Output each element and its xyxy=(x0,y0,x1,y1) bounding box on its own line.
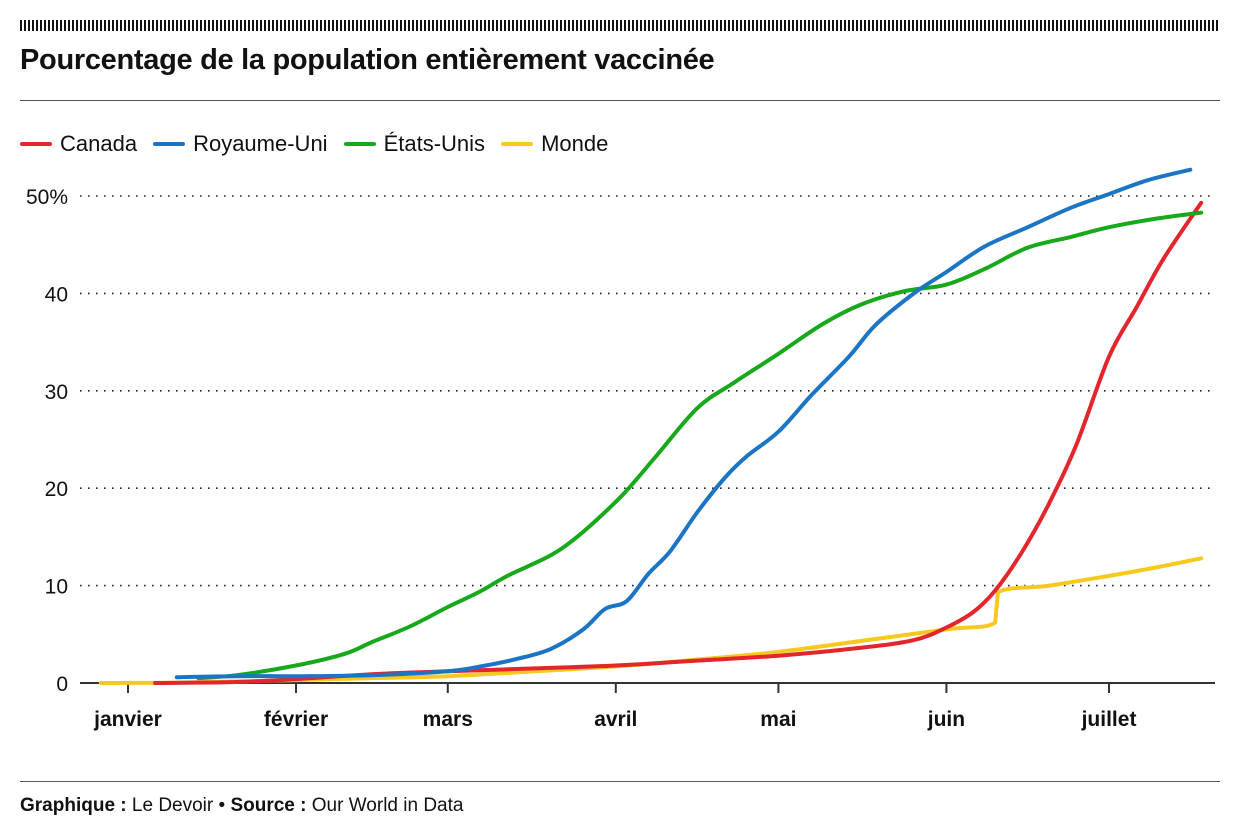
series-line-royaume-uni xyxy=(174,167,1193,680)
decorative-top-bars xyxy=(20,20,1220,31)
y-tick-label-30: 30 xyxy=(45,381,68,404)
footer-divider xyxy=(20,781,1220,782)
legend-item-royaume-uni: Royaume-Uni xyxy=(153,131,328,157)
legend-swatch-monde xyxy=(501,142,534,146)
footer-credits: Graphique : Le Devoir • Source : Our Wor… xyxy=(20,795,463,817)
x-tick-label-janvier: janvier xyxy=(93,708,162,731)
legend-label-canada: Canada xyxy=(60,131,138,156)
x-tick-label-février: février xyxy=(264,708,328,731)
series-line-etats-unis xyxy=(196,210,1204,681)
source-value: Our World in Data xyxy=(311,795,464,816)
chart-title: Pourcentage de la population entièrement… xyxy=(20,44,715,76)
legend-swatch-royaume-uni xyxy=(153,142,186,146)
legend: Canada Royaume-Uni États-Unis Monde xyxy=(20,131,608,157)
legend-item-monde: Monde xyxy=(501,131,608,157)
legend-label-etats-unis: États-Unis xyxy=(383,131,486,156)
credit-separator: • xyxy=(218,795,226,816)
y-tick-label-0: 0 xyxy=(56,673,68,696)
x-tick-label-juin: juin xyxy=(927,708,965,731)
legend-item-etats-unis: États-Unis xyxy=(343,131,486,157)
y-tick-label-10: 10 xyxy=(45,576,68,599)
y-tick-label-50: 50% xyxy=(26,186,68,209)
legend-swatch-etats-unis xyxy=(343,142,376,146)
y-axis-ticks: 0 10 20 30 40 50% xyxy=(26,186,68,696)
title-divider xyxy=(20,100,1220,101)
source-label: Source : xyxy=(230,795,307,816)
legend-item-canada: Canada xyxy=(20,131,137,157)
x-tick-label-avril: avril xyxy=(594,708,637,731)
series-lines xyxy=(98,167,1204,685)
gridlines xyxy=(80,195,1212,587)
credit-value: Le Devoir xyxy=(131,795,214,816)
x-axis: janvier février mars avril mai juin juillet xyxy=(80,682,1215,731)
x-tick-label-juillet: juillet xyxy=(1081,708,1137,731)
legend-label-monde: Monde xyxy=(541,131,609,156)
x-tick-label-mai: mai xyxy=(760,708,796,731)
legend-swatch-canada xyxy=(20,142,52,146)
y-tick-label-40: 40 xyxy=(45,283,68,306)
credit-label: Graphique : xyxy=(20,795,127,816)
y-tick-label-20: 20 xyxy=(45,478,68,501)
legend-label-royaume-uni: Royaume-Uni xyxy=(193,131,328,156)
series-line-canada xyxy=(153,200,1204,685)
x-tick-label-mars: mars xyxy=(423,708,473,731)
